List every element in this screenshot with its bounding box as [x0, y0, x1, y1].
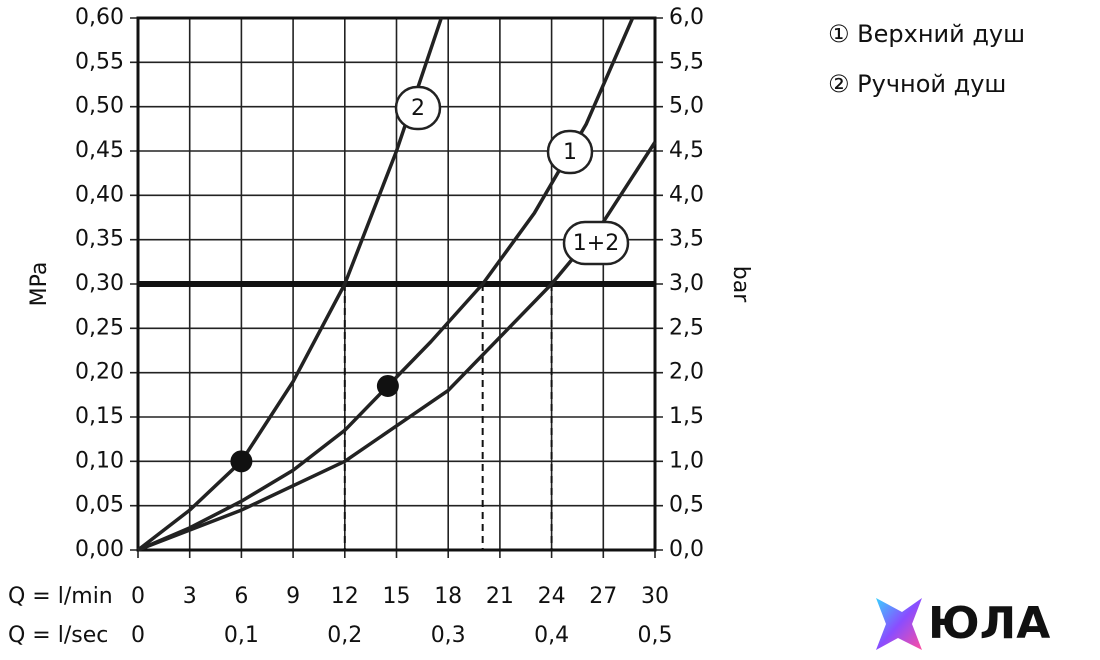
logo: ЮЛА	[928, 598, 1050, 649]
y2-tick-label: 4,0	[669, 182, 704, 207]
curve-tag: 1	[563, 140, 577, 165]
x-tick-label: 3	[183, 584, 197, 609]
curve	[136, 17, 443, 552]
y-tick-label: 0,55	[75, 49, 124, 74]
marker	[230, 450, 253, 473]
y2-tick-label: 0,0	[669, 537, 704, 562]
x-tick-label: 12	[331, 584, 359, 609]
y2-tick-label: 2,5	[669, 315, 704, 340]
y-tick-label: 0,10	[75, 448, 124, 473]
x-tick-label: 18	[434, 584, 462, 609]
y-tick-label: 0,30	[75, 271, 124, 296]
x2-tick-label: 0,4	[534, 623, 569, 648]
x-tick-label: 27	[589, 584, 617, 609]
y-tick-label: 0,15	[75, 404, 124, 429]
y-tick-label: 0,50	[75, 94, 124, 119]
x-tick-label: 24	[538, 584, 566, 609]
curve-tag-box	[394, 85, 442, 131]
x-tick-label: 15	[383, 584, 411, 609]
y2-tick-label: 1,5	[669, 404, 704, 429]
y-tick-label: 0,35	[75, 227, 124, 252]
x-tick-label: 21	[486, 584, 514, 609]
y2-tick-label: 5,5	[669, 49, 704, 74]
y-tick-label: 0,40	[75, 182, 124, 207]
y-tick-label: 0,05	[75, 493, 124, 518]
curve-tag: 2	[411, 96, 425, 121]
x2-axis-title: Q = l/sec	[8, 623, 108, 648]
x-tick-label: 0	[131, 584, 145, 609]
marker	[376, 374, 399, 397]
curve-tag-box	[546, 129, 594, 175]
curve-tag: 1+2	[573, 231, 619, 256]
y2-tick-label: 2,0	[669, 360, 704, 385]
legend-item: ② Ручной душ	[828, 70, 1006, 98]
x2-tick-label: 0	[131, 623, 145, 648]
logo-icon	[876, 598, 922, 650]
x-tick-label: 9	[286, 584, 300, 609]
y2-tick-label: 3,5	[669, 227, 704, 252]
x-tick-label: 30	[641, 584, 669, 609]
x2-tick-label: 0,3	[431, 623, 466, 648]
x-tick-label: 6	[234, 584, 248, 609]
y2-axis-title: bar	[728, 266, 753, 303]
legend-item: ① Верхний душ	[828, 20, 1025, 48]
x-axis-title: Q = l/min	[8, 584, 113, 609]
y2-tick-label: 6,0	[669, 5, 704, 30]
y-tick-label: 0,25	[75, 315, 124, 340]
y2-tick-label: 3,0	[669, 271, 704, 296]
curve-tag-box	[562, 220, 630, 266]
y2-tick-label: 5,0	[669, 94, 704, 119]
x2-tick-label: 0,1	[224, 623, 259, 648]
x2-tick-label: 0,5	[638, 623, 673, 648]
y2-tick-label: 4,5	[669, 138, 704, 163]
y-axis-title: MPa	[27, 262, 52, 307]
y-tick-label: 0,45	[75, 138, 124, 163]
x2-tick-label: 0,2	[327, 623, 362, 648]
y-tick-label: 0,60	[75, 5, 124, 30]
y2-tick-label: 0,5	[669, 493, 704, 518]
y-tick-label: 0,00	[75, 537, 124, 562]
y-tick-label: 0,20	[75, 360, 124, 385]
y2-tick-label: 1,0	[669, 448, 704, 473]
